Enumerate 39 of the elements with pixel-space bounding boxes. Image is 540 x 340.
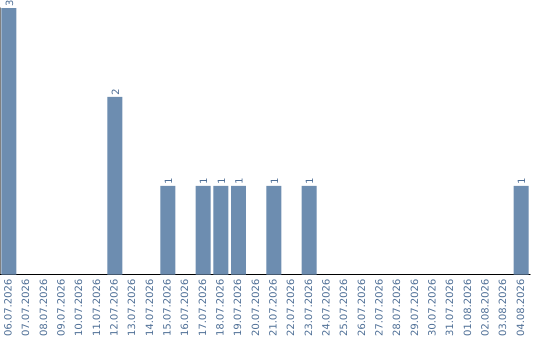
- data-label: 1: [517, 177, 528, 184]
- x-tick-label: 07.07.2026: [21, 278, 32, 336]
- x-tick-label: 26.07.2026: [356, 278, 368, 336]
- x-tick-label: 19.07.2026: [233, 278, 244, 336]
- data-label: 1: [164, 177, 175, 184]
- x-tick-label: 24.07.2026: [321, 278, 332, 336]
- data-label: 1: [199, 177, 210, 184]
- x-tick-label: 11.07.2026: [92, 278, 103, 336]
- data-label: 1: [234, 177, 246, 184]
- x-tick-label: 14.07.2026: [144, 278, 156, 336]
- x-tick-label: 30.07.2026: [427, 278, 438, 336]
- x-tick-label: 10.07.2026: [74, 278, 86, 336]
- data-label: 3: [4, 0, 16, 6]
- x-tick-label: 21.07.2026: [268, 278, 280, 336]
- x-tick-label: 22.07.2026: [286, 278, 298, 336]
- x-tick-label: 27.07.2026: [374, 278, 386, 336]
- x-tick-label: 23.07.2026: [304, 278, 315, 336]
- x-tick-label: 31.07.2026: [445, 278, 456, 336]
- x-tick-label: 17.07.2026: [198, 278, 209, 336]
- x-tick-label: 18.07.2026: [215, 278, 226, 336]
- data-label: 1: [305, 177, 316, 184]
- x-tick-label: 20.07.2026: [250, 278, 262, 336]
- x-tick-label: 03.08.2026: [498, 278, 510, 336]
- x-tick-label: 28.07.2026: [392, 278, 404, 336]
- x-tick-label: 04.08.2026: [516, 278, 527, 336]
- x-tick-label: 15.07.2026: [162, 278, 174, 336]
- x-tick-label: 09.07.2026: [56, 278, 68, 336]
- x-tick-label: 02.08.2026: [480, 278, 492, 336]
- x-tick-label: 16.07.2026: [180, 278, 192, 336]
- data-label: 1: [216, 177, 228, 184]
- x-tick-label: 29.07.2026: [410, 278, 421, 336]
- x-tick-label: 01.08.2026: [462, 278, 474, 336]
- data-label: 2: [110, 88, 122, 95]
- x-tick-label: 06.07.2026: [3, 278, 14, 336]
- x-tick-label: 12.07.2026: [109, 278, 120, 336]
- x-tick-label: 25.07.2026: [339, 278, 350, 336]
- x-tick-label: 13.07.2026: [127, 278, 138, 336]
- x-tick-label: 08.07.2026: [38, 278, 50, 336]
- data-label: 1: [270, 177, 281, 184]
